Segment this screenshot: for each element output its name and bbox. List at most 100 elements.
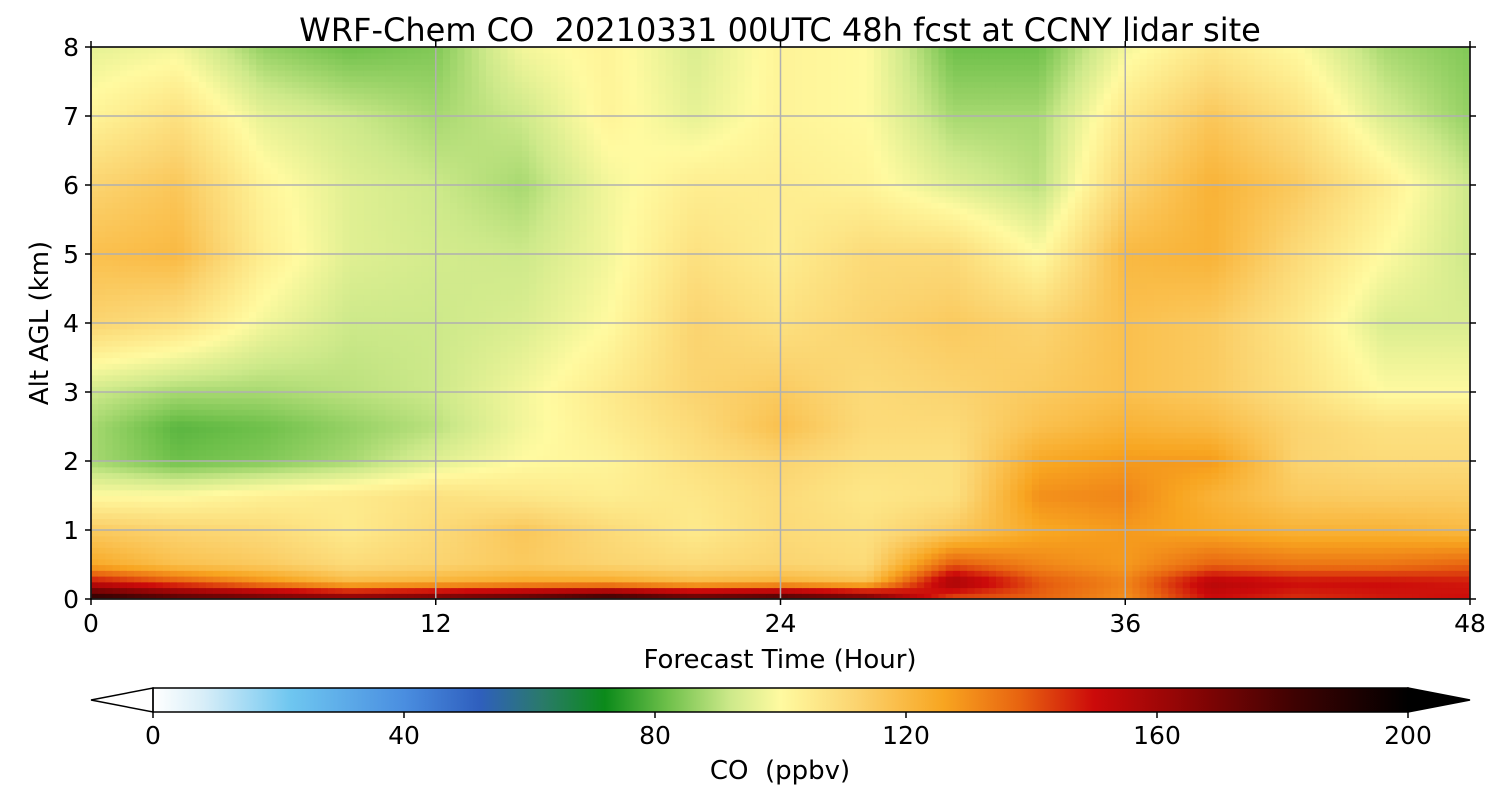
heat-cell bbox=[787, 501, 796, 508]
heat-cell bbox=[263, 530, 272, 537]
heat-cell bbox=[859, 507, 868, 514]
heat-cell bbox=[1268, 507, 1277, 514]
heat-cell bbox=[1448, 593, 1457, 599]
heat-cell bbox=[213, 530, 221, 537]
heat-cell bbox=[1161, 558, 1169, 566]
heat-cell bbox=[220, 518, 229, 525]
heat-cell bbox=[1261, 558, 1270, 566]
heat-cell bbox=[866, 564, 875, 571]
heat-cell bbox=[938, 570, 947, 577]
heat-cell bbox=[557, 455, 566, 462]
heat-cell bbox=[981, 484, 990, 491]
heat-cell bbox=[198, 495, 207, 502]
heat-cell bbox=[1039, 518, 1047, 525]
heat-cell bbox=[1419, 489, 1428, 497]
heat-cell bbox=[773, 524, 782, 531]
heat-cell bbox=[974, 512, 983, 520]
heat-cell bbox=[471, 495, 480, 502]
heat-cell bbox=[1297, 495, 1306, 502]
heat-cell bbox=[220, 547, 229, 554]
heat-cell bbox=[263, 570, 272, 577]
heat-cell bbox=[1276, 472, 1284, 479]
heat-cell bbox=[177, 530, 185, 537]
heat-cell bbox=[155, 495, 164, 502]
heat-cell bbox=[600, 581, 609, 589]
heat-cell bbox=[766, 449, 774, 456]
heat-cell bbox=[263, 455, 272, 462]
heat-cell bbox=[708, 576, 717, 583]
heat-cell bbox=[938, 524, 947, 531]
heat-cell bbox=[356, 564, 365, 571]
heat-cell bbox=[608, 478, 616, 485]
heat-cell bbox=[708, 455, 717, 462]
heat-cell bbox=[1139, 507, 1148, 514]
heat-cell bbox=[220, 501, 229, 508]
heat-cell bbox=[787, 489, 796, 497]
heat-cell bbox=[995, 570, 1004, 577]
heat-cell bbox=[98, 576, 106, 583]
heat-cell bbox=[1204, 484, 1213, 491]
heat-cell bbox=[852, 564, 861, 571]
heat-cell bbox=[780, 461, 789, 468]
heat-cell bbox=[1405, 472, 1414, 479]
heat-cell bbox=[442, 518, 451, 525]
heat-cell bbox=[1333, 547, 1342, 554]
heat-cell bbox=[1448, 512, 1457, 520]
heat-cell bbox=[407, 461, 415, 468]
heat-cell bbox=[1067, 576, 1076, 583]
heat-cell bbox=[1333, 587, 1342, 594]
heat-cell bbox=[636, 576, 645, 583]
heat-cell bbox=[1211, 581, 1220, 589]
heat-cell bbox=[529, 535, 537, 543]
heat-cell bbox=[1118, 564, 1126, 571]
heat-cell bbox=[773, 501, 782, 508]
heat-cell bbox=[213, 593, 221, 599]
heat-cell bbox=[1204, 495, 1213, 502]
heat-cell bbox=[909, 489, 918, 497]
heat-cell bbox=[1139, 576, 1148, 583]
heat-cell bbox=[249, 472, 257, 479]
heat-cell bbox=[629, 587, 638, 594]
heat-cell bbox=[529, 501, 537, 508]
heat-cell bbox=[471, 541, 480, 548]
heat-cell bbox=[162, 587, 171, 594]
heat-cell bbox=[493, 581, 501, 589]
heat-cell bbox=[1254, 587, 1263, 594]
heat-cell bbox=[270, 558, 279, 566]
heat-cell bbox=[407, 558, 415, 566]
heat-cell bbox=[1139, 541, 1148, 548]
heat-cell bbox=[349, 541, 358, 548]
heat-cell bbox=[1376, 512, 1385, 520]
heat-cell bbox=[945, 570, 954, 577]
heat-cell bbox=[1024, 530, 1033, 537]
heat-cell bbox=[1441, 512, 1450, 520]
heat-cell bbox=[859, 570, 868, 577]
heat-cell bbox=[672, 489, 681, 497]
heat-cell bbox=[292, 535, 300, 543]
heat-cell bbox=[471, 535, 480, 543]
heat-cell bbox=[328, 553, 336, 560]
heat-cell bbox=[1240, 587, 1248, 594]
heat-cell bbox=[1096, 449, 1105, 456]
heat-cell bbox=[227, 455, 236, 462]
heat-cell bbox=[105, 512, 114, 520]
heat-cell bbox=[931, 535, 940, 543]
heat-cell bbox=[507, 564, 516, 571]
heat-cell bbox=[442, 576, 451, 583]
heat-cell bbox=[1132, 547, 1141, 554]
heat-cell bbox=[557, 501, 566, 508]
heat-cell bbox=[1426, 558, 1435, 566]
heat-cell bbox=[134, 461, 142, 468]
heat-cell bbox=[651, 495, 659, 502]
heat-cell bbox=[1060, 587, 1069, 594]
heat-cell bbox=[1146, 484, 1155, 491]
heat-cell bbox=[1290, 530, 1299, 537]
heat-cell bbox=[1225, 512, 1234, 520]
heat-cell bbox=[787, 495, 796, 502]
heat-cell bbox=[141, 501, 150, 508]
heat-cell bbox=[1412, 507, 1421, 514]
heat-cell bbox=[931, 593, 940, 599]
heat-cell bbox=[1132, 593, 1141, 599]
heat-cell bbox=[1118, 466, 1126, 474]
heat-cell bbox=[421, 495, 430, 502]
